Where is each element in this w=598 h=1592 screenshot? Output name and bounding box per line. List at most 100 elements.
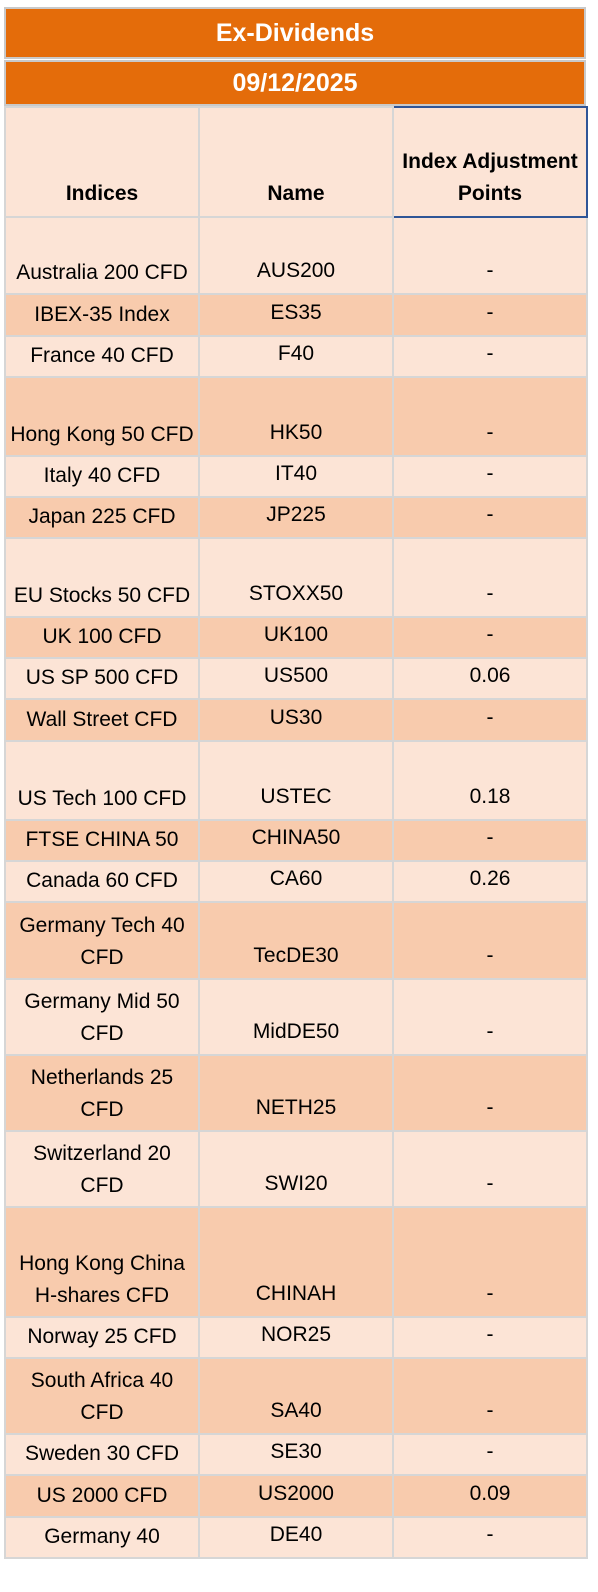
name-cell: SA40 (198, 1357, 394, 1435)
ex-dividends-sheet: Ex-Dividends 09/12/2025 Indices Name Ind… (4, 7, 588, 1559)
name-cell: TecDE30 (198, 901, 394, 980)
adjustment-points-cell: 0.09 (392, 1474, 588, 1518)
table-row: Japan 225 CFD JP225- (4, 496, 588, 539)
name-cell: NOR25 (198, 1316, 394, 1359)
table-row: Germany 40 DE40- (4, 1516, 588, 1559)
adjustment-points-cell: - (392, 455, 588, 498)
table-row: Italy 40 CFD IT40- (4, 455, 588, 498)
index-cell: US SP 500 CFD (4, 657, 200, 700)
adjustment-points-cell: - (392, 335, 588, 378)
index-cell: EU Stocks 50 CFD (4, 537, 200, 618)
sheet-date: 09/12/2025 (4, 60, 586, 106)
name-cell: IT40 (198, 455, 394, 498)
name-cell: USTEC (198, 740, 394, 821)
adjustment-points-cell: - (392, 293, 588, 337)
adjustment-points-cell: - (392, 1130, 588, 1208)
name-cell: HK50 (198, 376, 394, 457)
adjustment-points-cell: - (392, 1357, 588, 1435)
adjustment-points-cell: 0.18 (392, 740, 588, 821)
adjustment-points-cell: - (392, 616, 588, 659)
adjustment-points-cell: - (392, 1316, 588, 1359)
adjustment-points-cell: - (392, 496, 588, 539)
table-row: EU Stocks 50 CFD STOXX50- (4, 537, 588, 618)
table-row: Canada 60 CFD CA60 0.26 (4, 860, 588, 903)
index-cell: Germany Tech 40 CFD (4, 901, 200, 980)
name-cell: US30 (198, 698, 394, 742)
header-name: Name (198, 106, 394, 218)
name-cell: AUS200 (198, 216, 394, 295)
name-cell: JP225 (198, 496, 394, 539)
index-cell: Hong Kong China H-shares CFD (4, 1206, 200, 1318)
name-cell: CA60 (198, 860, 394, 903)
table-row: Wall Street CFD US30- (4, 698, 588, 742)
name-cell: STOXX50 (198, 537, 394, 618)
index-cell: France 40 CFD (4, 335, 200, 378)
header-indices: Indices (4, 106, 200, 218)
index-cell: Germany 40 (4, 1516, 200, 1559)
index-cell: IBEX-35 Index (4, 293, 200, 337)
table-row: Sweden 30 CFD SE30- (4, 1433, 588, 1476)
table-row: Netherlands 25 CFD NETH25- (4, 1054, 588, 1132)
table-row: Hong Kong 50 CFD HK50- (4, 376, 588, 457)
table-row: Norway 25 CFD NOR25- (4, 1316, 588, 1359)
adjustment-points-cell: 0.06 (392, 657, 588, 700)
dividends-table: Indices Name Index Adjustment Points Aus… (4, 106, 588, 1559)
name-cell: US500 (198, 657, 394, 700)
adjustment-points-cell: - (392, 1054, 588, 1132)
index-cell: Wall Street CFD (4, 698, 200, 742)
table-row: Germany Tech 40 CFD TecDE30- (4, 901, 588, 980)
name-cell: CHINAH (198, 1206, 394, 1318)
adjustment-points-cell: - (392, 537, 588, 618)
adjustment-points-cell: - (392, 698, 588, 742)
sheet-title: Ex-Dividends (4, 7, 586, 59)
name-cell: NETH25 (198, 1054, 394, 1132)
index-cell: Germany Mid 50 CFD (4, 978, 200, 1056)
name-cell: US2000 (198, 1474, 394, 1518)
table-row: US Tech 100 CFD USTEC 0.18 (4, 740, 588, 821)
adjustment-points-cell: - (392, 1433, 588, 1476)
table-row: France 40 CFD F40- (4, 335, 588, 378)
index-cell: US Tech 100 CFD (4, 740, 200, 821)
index-cell: Australia 200 CFD (4, 216, 200, 295)
name-cell: ES35 (198, 293, 394, 337)
table-row: Hong Kong China H-shares CFD CHINAH - (4, 1206, 588, 1318)
index-cell: FTSE CHINA 50 (4, 819, 200, 862)
table-row: UK 100 CFD UK100- (4, 616, 588, 659)
table-body: Australia 200 CFD AUS200- IBEX-35 Index ES3… (4, 216, 588, 1559)
adjustment-points-cell: - (392, 819, 588, 862)
adjustment-points-cell: - (392, 376, 588, 457)
name-cell: F40 (198, 335, 394, 378)
adjustment-points-cell: - (392, 216, 588, 295)
index-cell: Japan 225 CFD (4, 496, 200, 539)
adjustment-points-cell: - (392, 978, 588, 1056)
table-row: US 2000 CFD US2000 0.09 (4, 1474, 588, 1518)
index-cell: US 2000 CFD (4, 1474, 200, 1518)
adjustment-points-cell: - (392, 1206, 588, 1318)
index-cell: Switzerland 20 CFD (4, 1130, 200, 1208)
header-row: Indices Name Index Adjustment Points (4, 106, 588, 218)
table-row: FTSE CHINA 50 CHINA50- (4, 819, 588, 862)
name-cell: MidDE50 (198, 978, 394, 1056)
name-cell: SWI20 (198, 1130, 394, 1208)
index-cell: South Africa 40 CFD (4, 1357, 200, 1435)
header-adjustment-points: Index Adjustment Points (392, 106, 588, 218)
index-cell: Canada 60 CFD (4, 860, 200, 903)
name-cell: SE30 (198, 1433, 394, 1476)
name-cell: CHINA50 (198, 819, 394, 862)
index-cell: UK 100 CFD (4, 616, 200, 659)
table-row: Germany Mid 50 CFD MidDE50- (4, 978, 588, 1056)
table-row: Australia 200 CFD AUS200- (4, 216, 588, 295)
table-row: IBEX-35 Index ES35- (4, 293, 588, 337)
index-cell: Sweden 30 CFD (4, 1433, 200, 1476)
name-cell: DE40 (198, 1516, 394, 1559)
table-row: South Africa 40 CFD SA40- (4, 1357, 588, 1435)
index-cell: Netherlands 25 CFD (4, 1054, 200, 1132)
table-row: Switzerland 20 CFD SWI20- (4, 1130, 588, 1208)
index-cell: Hong Kong 50 CFD (4, 376, 200, 457)
adjustment-points-cell: - (392, 901, 588, 980)
index-cell: Italy 40 CFD (4, 455, 200, 498)
index-cell: Norway 25 CFD (4, 1316, 200, 1359)
name-cell: UK100 (198, 616, 394, 659)
adjustment-points-cell: - (392, 1516, 588, 1559)
adjustment-points-cell: 0.26 (392, 860, 588, 903)
